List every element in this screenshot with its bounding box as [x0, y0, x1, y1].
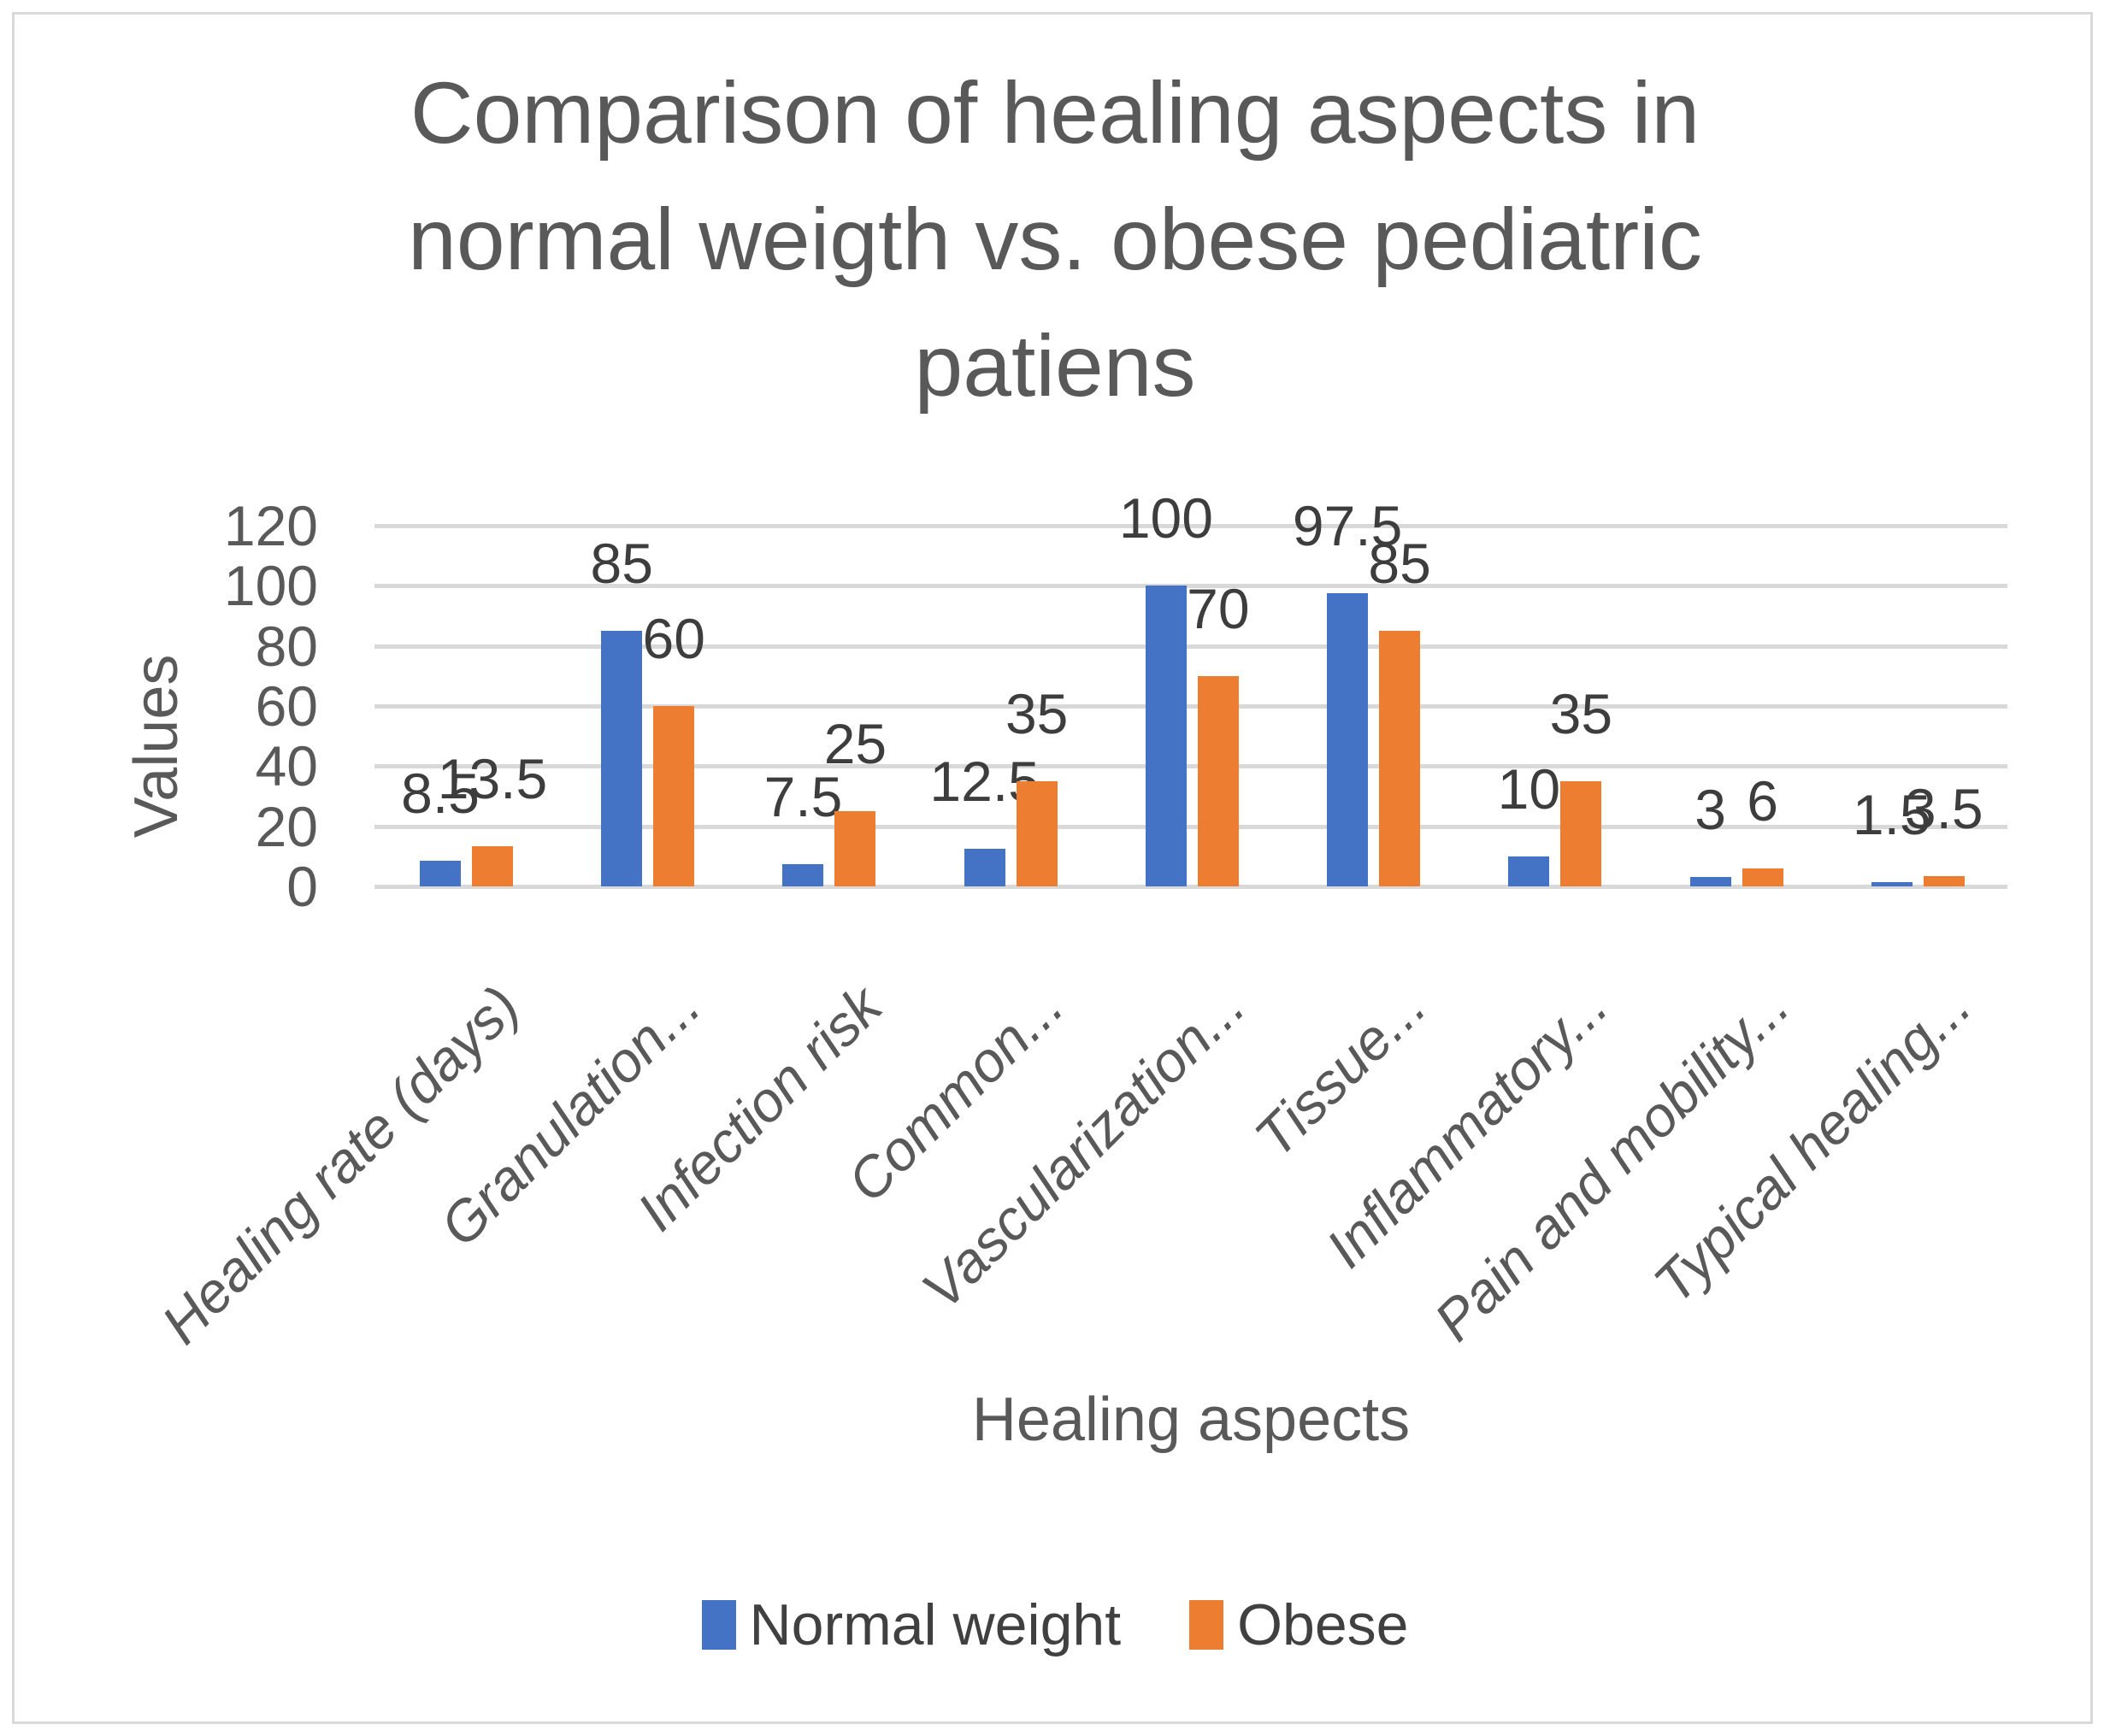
y-tick-label-80: 80	[255, 614, 318, 678]
y-tick-label-100: 100	[223, 554, 318, 618]
data-label-obese-5: 85	[1368, 532, 1431, 596]
x-axis-line	[374, 885, 2007, 889]
gridline-60	[374, 704, 2007, 709]
y-tick-label-20: 20	[255, 794, 318, 858]
data-label-obese-4: 70	[1187, 576, 1250, 640]
bar-normal-weight-7	[1689, 877, 1731, 886]
gridline-40	[374, 764, 2007, 769]
x-category-label-4: Vascularization...	[909, 974, 1257, 1321]
chart-title: Comparison of healing aspects in normal …	[0, 50, 2110, 429]
data-label-obese-2: 25	[823, 712, 887, 776]
chart-title-line-2: normal weigth vs. obese pediatric	[408, 191, 1702, 288]
data-label-obese-6: 35	[1549, 681, 1613, 745]
gridline-120	[374, 524, 2007, 528]
gridline-80	[374, 644, 2007, 649]
x-category-label-7: Pain and mobility...	[1422, 974, 1801, 1353]
data-label-normal-weight-5: 97.5	[1292, 494, 1403, 558]
data-label-normal-weight-7: 3	[1694, 778, 1726, 842]
chart-title-line-3: patiens	[914, 317, 1196, 415]
legend-swatch-obese	[1189, 1600, 1224, 1650]
data-label-normal-weight-1: 85	[590, 532, 653, 596]
bar-obese-8	[1923, 875, 1965, 886]
legend-label-normal-weight: Normal weight	[749, 1592, 1122, 1657]
bar-normal-weight-1	[601, 631, 643, 886]
gridline-20	[374, 824, 2007, 829]
data-label-obese-3: 35	[1005, 681, 1069, 745]
data-label-obese-8: 3.5	[1904, 776, 1983, 840]
gridline-100	[374, 584, 2007, 589]
data-label-normal-weight-4: 100	[1118, 486, 1213, 550]
bar-obese-4	[1197, 675, 1239, 886]
bar-normal-weight-2	[782, 863, 824, 886]
legend-item-obese: Obese	[1189, 1592, 1408, 1658]
data-label-obese-0: 13.5	[437, 746, 548, 810]
bar-normal-weight-4	[1145, 586, 1187, 886]
data-label-obese-1: 60	[642, 607, 705, 670]
y-tick-label-120: 120	[223, 494, 318, 557]
y-tick-label-60: 60	[255, 674, 318, 738]
y-tick-label-0: 0	[286, 855, 318, 918]
bar-obese-3	[1016, 780, 1058, 886]
data-label-normal-weight-8: 1.5	[1852, 782, 1931, 846]
bar-obese-2	[834, 811, 876, 886]
bar-normal-weight-5	[1327, 593, 1369, 886]
bar-obese-6	[1560, 780, 1602, 886]
data-label-obese-7: 6	[1747, 768, 1778, 833]
legend-label-obese: Obese	[1237, 1592, 1409, 1657]
legend-item-normal-weight: Normal weight	[701, 1592, 1122, 1658]
x-category-label-0: Healing rate (days)	[149, 974, 531, 1356]
x-category-label-8: Typical healing...	[1641, 974, 1983, 1315]
x-axis-title: Healing aspects	[971, 1386, 1411, 1454]
data-label-normal-weight-0: 8.5	[401, 762, 480, 826]
data-label-normal-weight-6: 10	[1497, 756, 1561, 821]
bar-normal-weight-3	[964, 849, 1005, 886]
bar-obese-5	[1379, 631, 1421, 886]
legend: Normal weight Obese	[0, 1592, 2110, 1658]
data-label-normal-weight-2: 7.5	[763, 764, 843, 828]
bar-obese-0	[472, 845, 513, 886]
bar-normal-weight-6	[1508, 856, 1550, 886]
plot-area: 8.5 85 7.5 12.5 100 97.5 10 3 1.5 13.5 60 25 35 70 85 3…	[374, 490, 2007, 889]
bar-obese-1	[653, 706, 695, 886]
y-tick-label-40: 40	[255, 734, 318, 798]
bar-normal-weight-8	[1871, 881, 1913, 886]
legend-swatch-normal-weight	[701, 1600, 736, 1650]
bar-obese-7	[1742, 868, 1783, 886]
chart-title-line-1: Comparison of healing aspects in	[410, 64, 1700, 162]
bar-normal-weight-0	[420, 861, 461, 886]
